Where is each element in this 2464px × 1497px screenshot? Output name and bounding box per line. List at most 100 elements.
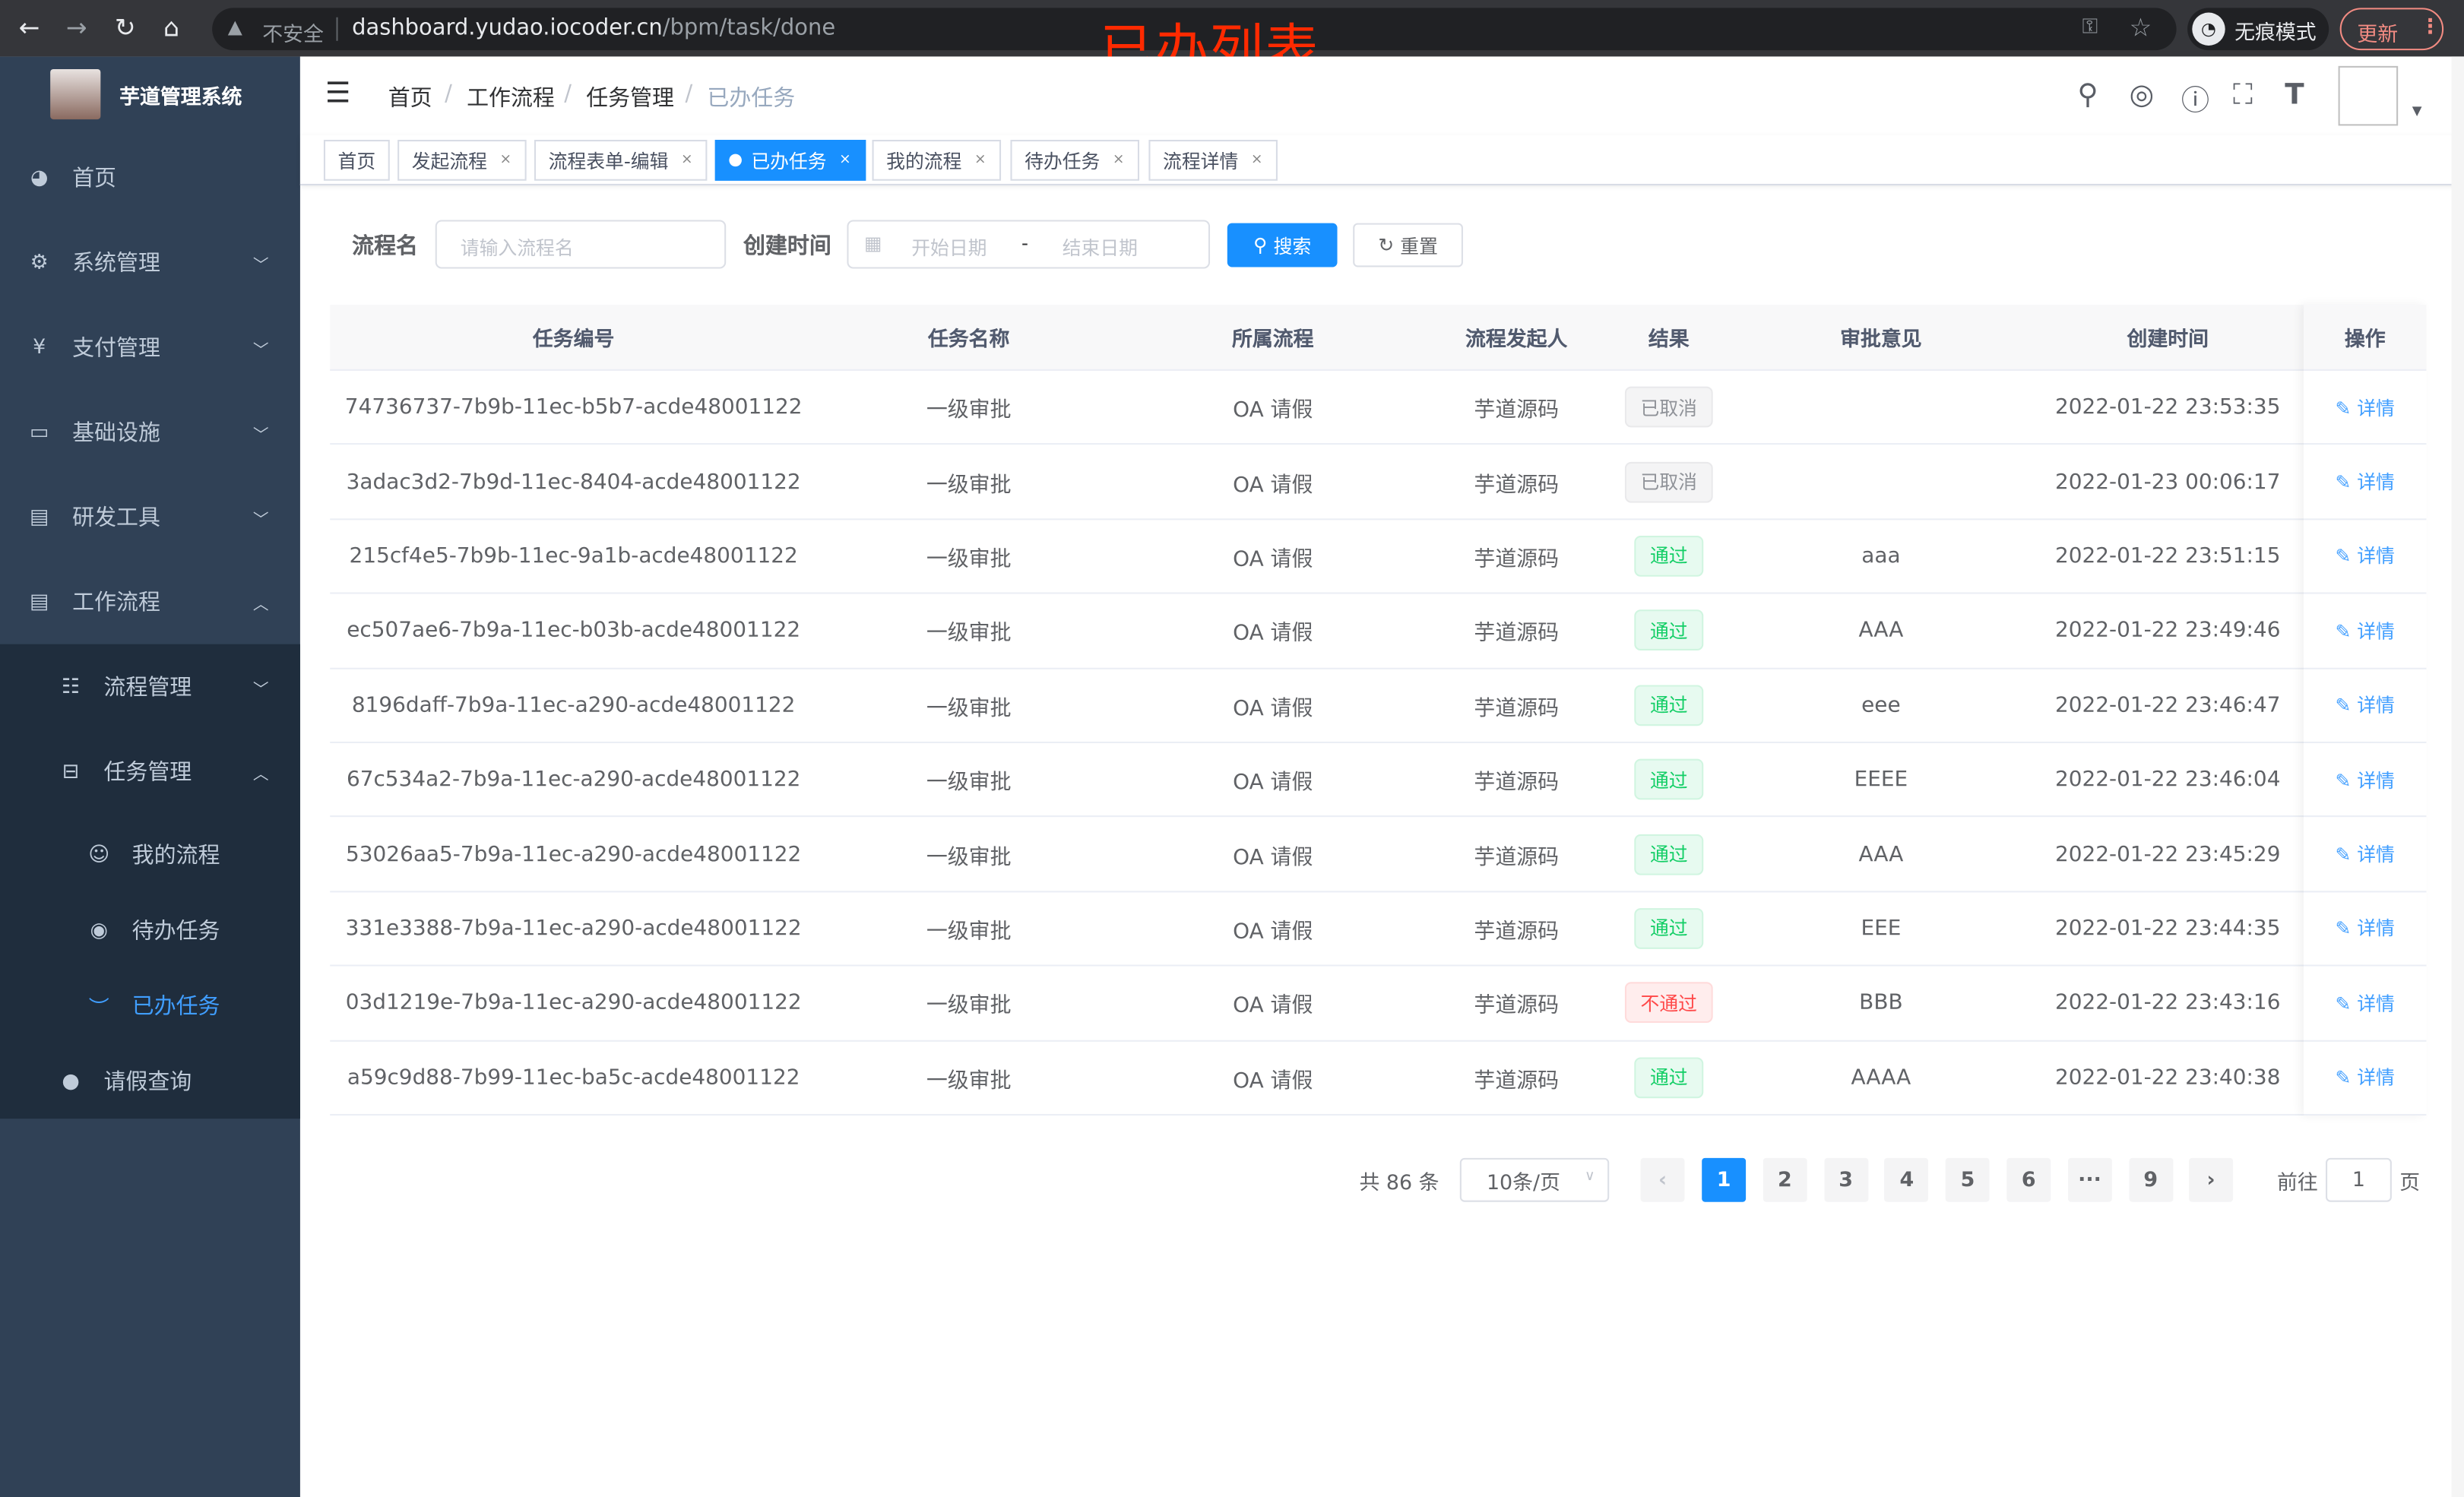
- sidebar-item-infra[interactable]: ▭ 基础设施 ﹀: [0, 390, 300, 475]
- next-page-button[interactable]: ›: [2189, 1157, 2234, 1202]
- sidebar-item-system[interactable]: ⚙ 系统管理 ﹀: [0, 220, 300, 305]
- chevron-down-icon[interactable]: ﹀: [252, 257, 269, 274]
- chevron-down-icon[interactable]: ﹀: [252, 341, 269, 359]
- sidebar-item-leave-query[interactable]: ● 请假查询: [0, 1043, 300, 1119]
- page-size-select[interactable]: 10条/页 ∨: [1459, 1157, 1610, 1202]
- sidebar-item-workflow[interactable]: ▤ 工作流程 ︿: [0, 559, 300, 644]
- sidebar-item-task-management[interactable]: ⊟ 任务管理 ︿: [0, 729, 300, 814]
- cell-result: 通过: [1607, 594, 1730, 667]
- table-header: 任务编号 任务名称 所属流程 流程发起人 结果 审批意见 创建时间 操作: [330, 305, 2427, 371]
- detail-link[interactable]: ✎ 详情: [2336, 468, 2395, 495]
- detail-link[interactable]: ✎ 详情: [2336, 617, 2395, 644]
- detail-link[interactable]: ✎ 详情: [2336, 840, 2395, 867]
- star-icon[interactable]: ☆: [2129, 12, 2152, 43]
- menu-dots-icon[interactable]: ⋮: [2420, 15, 2440, 40]
- url-text[interactable]: dashboard.yudao.iocoder.cn/bpm/task/done: [352, 16, 835, 41]
- key-icon[interactable]: ⚿: [2082, 15, 2098, 40]
- edit-icon: ✎: [2335, 546, 2358, 568]
- cell-result: 通过: [1607, 892, 1730, 965]
- tab-label: 我的流程: [886, 150, 962, 172]
- address-bar[interactable]: ▲ 不安全 dashboard.yudao.iocoder.cn/bpm/tas…: [212, 8, 2177, 51]
- detail-link[interactable]: ✎ 详情: [2336, 989, 2395, 1016]
- monitor-icon: ▭: [29, 420, 49, 445]
- tab-1[interactable]: 发起流程 ×: [397, 140, 526, 181]
- tab-5[interactable]: 待办任务 ×: [1010, 140, 1139, 181]
- incognito-icon: ◔: [2192, 12, 2225, 46]
- update-button[interactable]: 更新 ⋮: [2339, 8, 2444, 51]
- detail-link[interactable]: ✎ 详情: [2336, 766, 2395, 793]
- scrollbar[interactable]: [2451, 56, 2464, 1497]
- detail-label: 详情: [2357, 992, 2395, 1015]
- back-icon[interactable]: ←: [18, 12, 40, 43]
- search-icon[interactable]: ⚲: [2077, 78, 2098, 112]
- chevron-down-icon[interactable]: ﹀: [252, 426, 269, 445]
- sidebar-item-todo-tasks[interactable]: ◉ 待办任务: [0, 892, 300, 967]
- detail-link[interactable]: ✎ 详情: [2336, 915, 2395, 942]
- chevron-down-icon[interactable]: ﹀: [252, 511, 269, 529]
- page-button[interactable]: 6: [2006, 1157, 2051, 1202]
- chevron-up-icon[interactable]: ︿: [252, 596, 269, 614]
- table-row: 8196daff-7b9a-11ec-a290-acde48001122 一级审批…: [330, 669, 2427, 743]
- breadcrumb-task-management[interactable]: 任务管理: [586, 86, 675, 112]
- detail-link[interactable]: ✎ 详情: [2336, 692, 2395, 718]
- tab-3[interactable]: 已办任务 ×: [714, 140, 866, 181]
- home-icon[interactable]: ⌂: [163, 12, 180, 43]
- table-row: 53026aa5-7b9a-11ec-a290-acde48001122 一级审批…: [330, 818, 2427, 892]
- edit-icon: ✎: [2335, 992, 2358, 1015]
- page-button[interactable]: ···: [2067, 1157, 2112, 1202]
- close-icon[interactable]: ×: [839, 152, 851, 169]
- sidebar-item-dev-tools[interactable]: ▤ 研发工具 ﹀: [0, 474, 300, 559]
- detail-link[interactable]: ✎ 详情: [2336, 1064, 2395, 1090]
- prev-page-button[interactable]: ‹: [1640, 1157, 1685, 1202]
- date-range-picker[interactable]: ▦ 开始日期 - 结束日期: [847, 220, 1211, 269]
- sidebar-item-process-management[interactable]: ☷ 流程管理 ﹀: [0, 644, 300, 730]
- search-button[interactable]: ⚲ 搜索: [1227, 223, 1338, 267]
- detail-link[interactable]: ✎ 详情: [2336, 543, 2395, 569]
- tab-6[interactable]: 流程详情 ×: [1148, 140, 1278, 181]
- caret-down-icon[interactable]: ▼: [2412, 103, 2422, 119]
- tab-0[interactable]: 首页: [323, 140, 390, 181]
- incognito-badge[interactable]: ◔ 无痕模式: [2187, 8, 2329, 51]
- avatar[interactable]: [2338, 65, 2399, 126]
- edit-icon: ✎: [2335, 620, 2358, 643]
- process-name-input[interactable]: 请输入流程名: [435, 220, 727, 269]
- detail-label: 详情: [2357, 397, 2395, 419]
- help-icon[interactable]: ⓘ: [2181, 84, 2210, 119]
- sidebar-item-my-process[interactable]: ☺ 我的流程: [0, 817, 300, 892]
- page-button[interactable]: 2: [1762, 1157, 1807, 1202]
- github-icon[interactable]: ◎: [2129, 78, 2155, 112]
- close-icon[interactable]: ×: [974, 152, 987, 169]
- detail-link[interactable]: ✎ 详情: [2336, 394, 2395, 420]
- font-size-icon[interactable]: T: [2285, 78, 2304, 112]
- close-icon[interactable]: ×: [1112, 152, 1125, 169]
- page-button[interactable]: 4: [1884, 1157, 1929, 1202]
- hamburger-icon[interactable]: ☰: [325, 77, 351, 110]
- reset-button[interactable]: ↻ 重置: [1353, 223, 1463, 267]
- detail-label: 详情: [2357, 471, 2395, 494]
- close-icon[interactable]: ×: [499, 152, 512, 169]
- close-icon[interactable]: ×: [1250, 152, 1263, 169]
- breadcrumb-separator: /: [445, 81, 452, 107]
- breadcrumb-home[interactable]: 首页: [388, 86, 432, 112]
- fullscreen-icon[interactable]: ⛶: [2233, 78, 2253, 112]
- sidebar-item-done-tasks[interactable]: ︶ 已办任务: [0, 968, 300, 1043]
- forward-icon[interactable]: →: [65, 12, 87, 43]
- goto-page-input[interactable]: 1: [2326, 1157, 2392, 1202]
- sidebar-item-pay[interactable]: ¥ 支付管理 ﹀: [0, 305, 300, 390]
- cell-action: ✎ 详情: [2304, 743, 2426, 816]
- page-button[interactable]: 5: [1946, 1157, 1990, 1202]
- chevron-down-icon[interactable]: ﹀: [252, 681, 269, 699]
- page-button[interactable]: 3: [1823, 1157, 1868, 1202]
- end-date-placeholder[interactable]: 结束日期: [1062, 237, 1138, 260]
- tab-2[interactable]: 流程表单-编辑 ×: [534, 140, 708, 181]
- start-date-placeholder[interactable]: 开始日期: [911, 237, 987, 260]
- sidebar-item-home[interactable]: ◕ 首页: [0, 135, 300, 220]
- chevron-up-icon[interactable]: ︿: [252, 765, 269, 783]
- page-button[interactable]: 9: [2128, 1157, 2173, 1202]
- page-button[interactable]: 1: [1702, 1157, 1747, 1202]
- result-badge: 通过: [1634, 685, 1704, 726]
- tab-4[interactable]: 我的流程 ×: [872, 140, 1001, 181]
- close-icon[interactable]: ×: [680, 152, 693, 169]
- reload-icon[interactable]: ↻: [114, 12, 136, 43]
- breadcrumb-workflow[interactable]: 工作流程: [467, 86, 555, 112]
